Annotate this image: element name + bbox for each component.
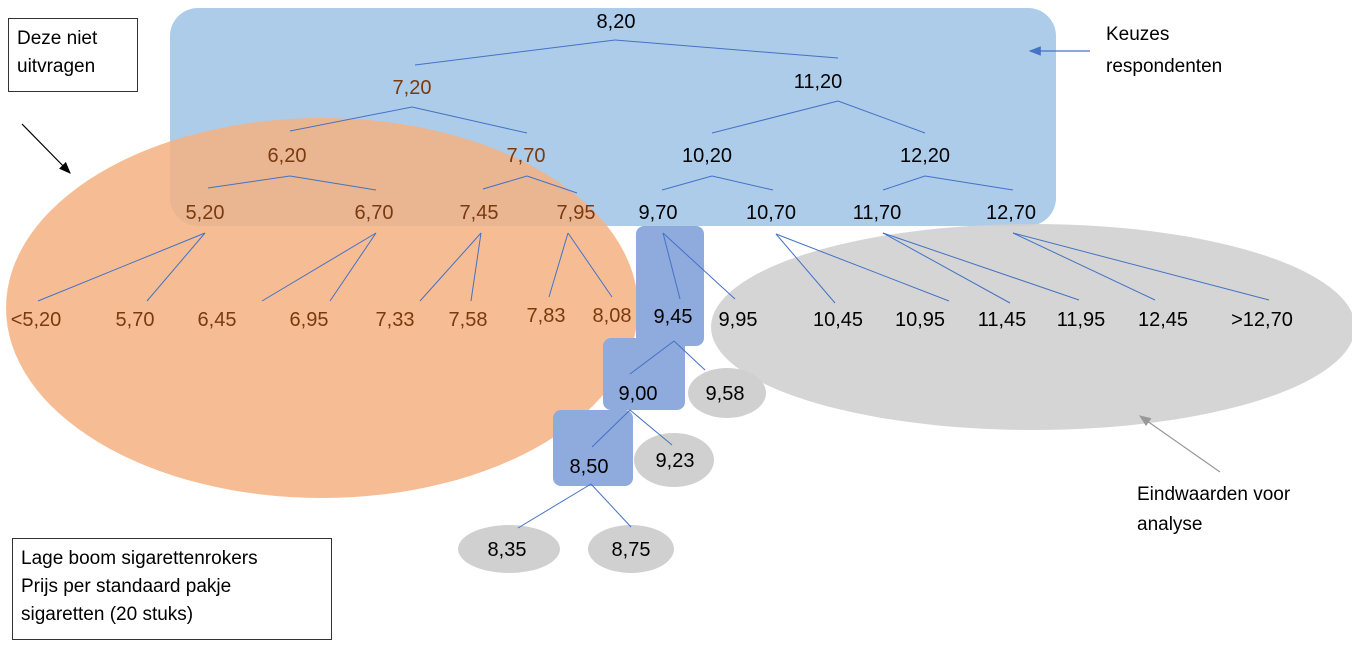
node-820: 8,20	[597, 11, 636, 33]
leaf-1095: 10,95	[895, 309, 945, 331]
oval-958	[688, 368, 766, 418]
path-box-850	[553, 410, 633, 486]
leaf-1045: 10,45	[813, 309, 863, 331]
skip-note-line1: Deze niet	[17, 28, 98, 49]
node-620: 6,20	[268, 145, 307, 167]
node-745: 7,45	[460, 202, 499, 224]
skip-arrow	[21, 123, 71, 174]
leaf-945: 9,45	[654, 306, 693, 328]
endvalue-region	[711, 224, 1352, 430]
node-1020: 10,20	[682, 145, 732, 167]
choices-label-line1: Keuzes	[1106, 24, 1169, 45]
node-1220: 12,20	[900, 145, 950, 167]
node-770: 7,70	[507, 145, 546, 167]
leaf-1245: 12,45	[1138, 309, 1188, 331]
leaf-645: 6,45	[198, 309, 237, 331]
leaf-570: 5,70	[116, 309, 155, 331]
node-970: 9,70	[639, 202, 678, 224]
leaf-gt1270: >12,70	[1231, 309, 1293, 331]
node-520: 5,20	[186, 202, 225, 224]
node-1170: 11,70	[853, 202, 902, 224]
leaf-923: 9,23	[656, 450, 695, 472]
legend-box: Lage boom sigarettenrokers Prijs per sta…	[12, 538, 332, 640]
node-795: 7,95	[557, 202, 596, 224]
leaf-1195: 11,95	[1057, 309, 1106, 331]
node-1120: 11,20	[794, 71, 843, 93]
legend-line1: Lage boom sigarettenrokers	[21, 548, 258, 569]
skip-note-line2: uitvragen	[17, 56, 96, 77]
legend-line2: Prijs per standaard pakje	[21, 576, 232, 597]
node-720: 7,20	[393, 77, 432, 99]
leaf-995: 9,95	[719, 309, 758, 331]
leaf-783: 7,83	[527, 305, 566, 327]
leaf-1145: 11,45	[978, 309, 1027, 331]
tree-edges	[37, 39, 1270, 529]
oval-875	[588, 525, 674, 573]
node-900: 9,00	[619, 383, 658, 405]
legend-line3: sigaretten (20 stuks)	[21, 604, 194, 625]
tree-nodes: 8,20 7,20 11,20 6,20 7,70 10,20 12,20 5,…	[11, 11, 1293, 561]
leaf-875: 8,75	[612, 539, 651, 561]
path-box-945	[636, 226, 704, 346]
leaf-lt520: <5,20	[11, 309, 62, 331]
leaf-695: 6,95	[290, 309, 329, 331]
leaf-808: 8,08	[593, 305, 632, 327]
skip-region	[6, 118, 638, 498]
choices-label-line2: respondenten	[1106, 56, 1222, 77]
leaf-758: 7,58	[449, 309, 488, 331]
path-box-900	[603, 338, 685, 410]
leaf-835: 8,35	[488, 539, 527, 561]
node-1070: 10,70	[746, 202, 796, 224]
oval-923	[634, 433, 714, 487]
node-670: 6,70	[355, 202, 394, 224]
endvalues-label-line2: analyse	[1137, 514, 1203, 535]
leaf-733: 7,33	[376, 309, 415, 331]
skip-note-box: Deze niet uitvragen	[8, 18, 138, 92]
node-1270: 12,70	[986, 202, 1036, 224]
node-850: 8,50	[570, 456, 609, 478]
leaf-958: 9,58	[706, 383, 745, 405]
endvalue-arrow	[1139, 415, 1221, 473]
oval-835	[458, 525, 560, 573]
endvalues-label-line1: Eindwaarden voor	[1137, 484, 1291, 505]
